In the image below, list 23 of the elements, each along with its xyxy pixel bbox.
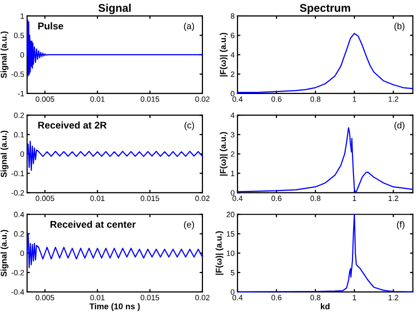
annotation: (f) bbox=[396, 221, 404, 230]
annotation: (b) bbox=[394, 22, 404, 32]
x-axis-title: kd bbox=[320, 303, 330, 310]
annotation: (e) bbox=[184, 221, 194, 230]
annotation: Pulse bbox=[38, 22, 64, 30]
y-axis-title: Signal (a.u.) bbox=[0, 130, 8, 178]
annotation: (c) bbox=[184, 122, 194, 130]
annotation: Received at 2R bbox=[38, 121, 107, 129]
annotation: Received at center bbox=[50, 220, 136, 228]
chart-title: Signal bbox=[98, 4, 131, 14]
y-axis-title: |F(ω)| (a.u.) bbox=[220, 132, 228, 176]
x-axis-title: Time (10 ns ) bbox=[89, 303, 140, 311]
y-axis-title: Signal (a.u.) bbox=[0, 32, 8, 78]
y-axis-title: |F(ω)| (a.u.) bbox=[220, 32, 228, 76]
y-axis-title: |F(ω)| (a.u.) bbox=[216, 231, 224, 275]
line-series bbox=[26, 140, 203, 171]
y-axis-title: Signal (a.u.) bbox=[0, 230, 8, 276]
annotation: (a) bbox=[184, 22, 194, 32]
annotation: (d) bbox=[394, 122, 404, 130]
line-series bbox=[26, 233, 203, 268]
line-series bbox=[236, 214, 414, 292]
line-series bbox=[26, 19, 203, 77]
chart-title: Spectrum bbox=[300, 4, 350, 14]
